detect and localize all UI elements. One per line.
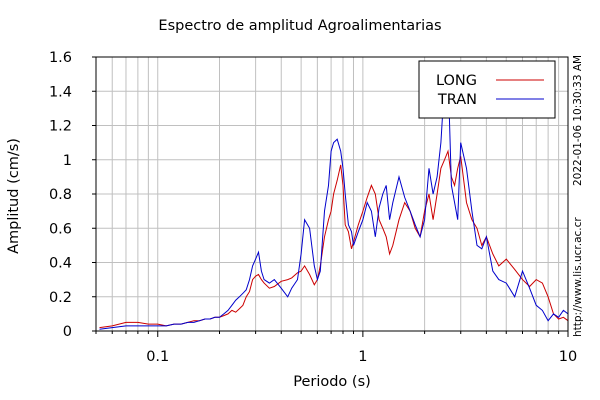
series-line-tran	[99, 70, 569, 330]
legend-label-long: LONG	[436, 73, 477, 89]
y-tick-label: 1.6	[49, 50, 72, 66]
y-tick-label: 1.4	[49, 84, 72, 100]
legend: LONG TRAN	[418, 60, 556, 119]
y-tick-label: 1.2	[49, 119, 72, 135]
y-tick-label: 0.2	[49, 290, 72, 306]
timestamp-label: 2022-01-06 10:30:33 AM	[572, 54, 584, 186]
x-tick-label: 10	[559, 349, 577, 365]
legend-label-tran: TRAN	[437, 92, 477, 108]
series-line-long	[99, 149, 569, 329]
x-axis-label: Periodo (s)	[293, 374, 371, 390]
y-tick-label: 0.6	[49, 221, 72, 237]
y-tick-label: 0.4	[49, 256, 72, 272]
x-tick-label: 1	[358, 349, 367, 365]
x-tick-label: 0.1	[146, 349, 169, 365]
legend-box	[418, 60, 556, 119]
y-tick-label: 1	[63, 153, 72, 169]
source-url-label: http://www.lis.ucr.ac.cr	[572, 217, 584, 337]
ticks: 0 0.2 0.4 0.6 0.8 1 1.2 1.4 1.6 0.1 1 10	[49, 50, 577, 365]
chart-title: Espectro de amplitud Agroalimentarias	[158, 18, 442, 34]
y-tick-label: 0	[63, 324, 72, 340]
y-axis-label: Amplitud (cm/s)	[6, 138, 22, 254]
series-layer	[99, 70, 569, 330]
y-tick-label: 0.8	[49, 187, 72, 203]
